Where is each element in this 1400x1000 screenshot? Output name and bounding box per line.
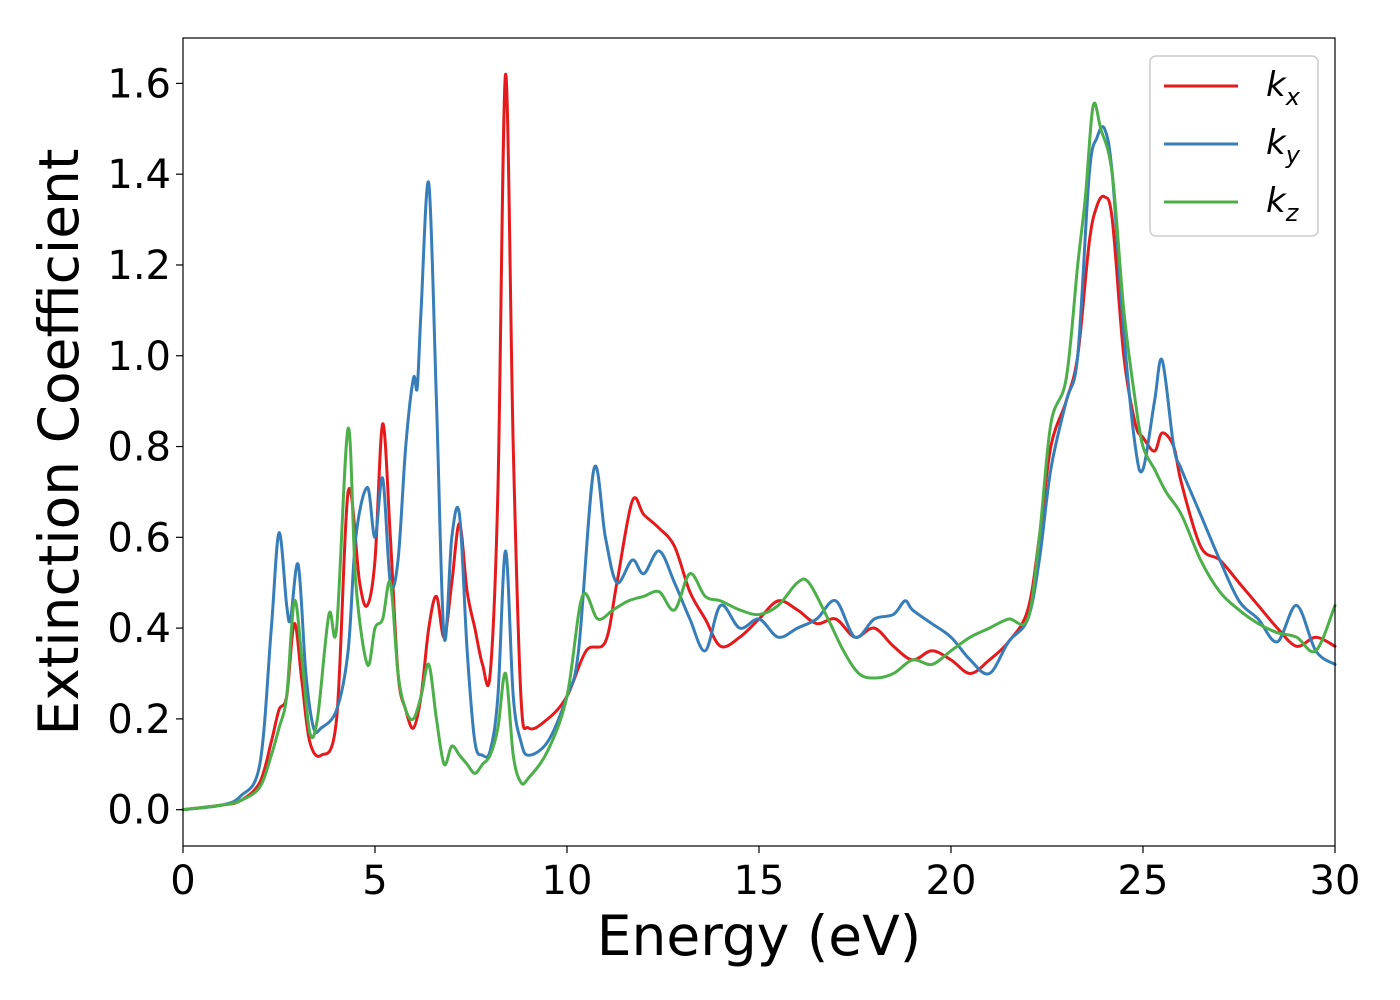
series-line-y xyxy=(181,125,1337,812)
y-tick-label: 1.0 xyxy=(107,334,171,380)
y-tick-label: 1.2 xyxy=(107,243,171,289)
y-axis-title: Extinction Coefficient xyxy=(27,149,91,736)
y-tick-label: 1.6 xyxy=(107,61,171,107)
x-tick-label: 5 xyxy=(362,858,387,904)
y-axis: 0.0 0.2 0.4 0.6 0.8 1.0 1.2 1.4 1.6 xyxy=(107,61,183,834)
y-tick-label: 0.6 xyxy=(107,515,171,561)
x-tick-label: 15 xyxy=(734,858,785,904)
y-tick-label: 0.0 xyxy=(107,788,171,834)
x-tick-label: 0 xyxy=(170,858,195,904)
legend-label-y: ky xyxy=(1266,123,1301,169)
x-tick-label: 25 xyxy=(1118,858,1169,904)
x-axis: 0 5 10 15 20 25 30 xyxy=(170,846,1360,904)
y-tick-label: 0.8 xyxy=(107,425,171,471)
legend-label-x: kx xyxy=(1266,65,1301,111)
series-line-z xyxy=(181,101,1337,812)
legend: kx ky kz xyxy=(1149,55,1319,237)
y-tick-label: 0.4 xyxy=(107,606,171,652)
x-tick-label: 30 xyxy=(1310,858,1361,904)
legend-box xyxy=(1149,55,1319,237)
legend-label-z: kz xyxy=(1266,181,1300,227)
series-line-x xyxy=(181,72,1337,812)
x-tick-label: 20 xyxy=(926,858,977,904)
y-tick-label: 0.2 xyxy=(107,697,171,743)
x-tick-label: 10 xyxy=(542,858,593,904)
y-tick-label: 1.4 xyxy=(107,152,171,198)
series-layer xyxy=(181,72,1337,812)
x-axis-title: Energy (eV) xyxy=(597,904,921,968)
